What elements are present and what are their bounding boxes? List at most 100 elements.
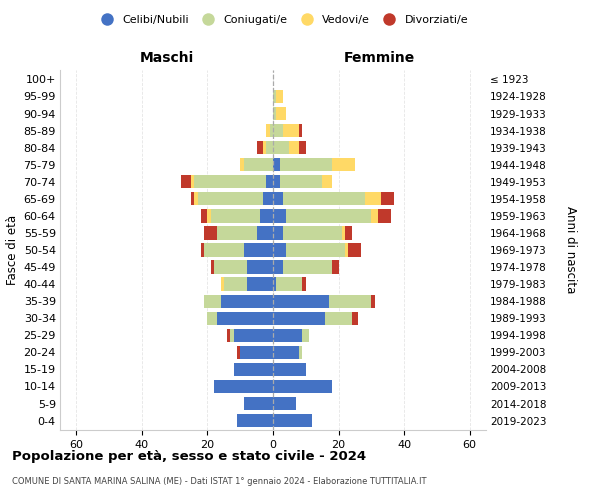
- Bar: [332, 158, 355, 172]
- Bar: [283, 124, 299, 137]
- Bar: [263, 192, 273, 205]
- Bar: [244, 244, 273, 256]
- Bar: [244, 397, 273, 410]
- Bar: [247, 278, 273, 291]
- Bar: [273, 414, 313, 428]
- Bar: [299, 346, 302, 359]
- Text: Femmine: Femmine: [344, 51, 415, 65]
- Bar: [214, 260, 247, 274]
- Bar: [349, 244, 361, 256]
- Y-axis label: Fasce di età: Fasce di età: [6, 215, 19, 285]
- Bar: [273, 226, 283, 239]
- Bar: [302, 328, 309, 342]
- Bar: [276, 278, 302, 291]
- Bar: [201, 209, 208, 222]
- Bar: [371, 209, 378, 222]
- Bar: [276, 107, 286, 120]
- Bar: [273, 124, 283, 137]
- Bar: [221, 294, 273, 308]
- Bar: [286, 209, 371, 222]
- Text: Maschi: Maschi: [139, 51, 194, 65]
- Bar: [204, 294, 221, 308]
- Bar: [211, 260, 214, 274]
- Bar: [273, 328, 302, 342]
- Bar: [266, 175, 273, 188]
- Bar: [273, 380, 332, 393]
- Bar: [204, 244, 244, 256]
- Bar: [299, 141, 306, 154]
- Bar: [273, 346, 299, 359]
- Bar: [352, 312, 358, 325]
- Bar: [273, 192, 283, 205]
- Bar: [286, 244, 345, 256]
- Bar: [263, 141, 266, 154]
- Text: COMUNE DI SANTA MARINA SALINA (ME) - Dati ISTAT 1° gennaio 2024 - Elaborazione T: COMUNE DI SANTA MARINA SALINA (ME) - Dat…: [12, 478, 427, 486]
- Bar: [273, 141, 289, 154]
- Bar: [273, 312, 325, 325]
- Bar: [197, 192, 263, 205]
- Bar: [244, 158, 273, 172]
- Bar: [273, 294, 329, 308]
- Bar: [276, 90, 283, 103]
- Bar: [211, 209, 260, 222]
- Bar: [191, 175, 194, 188]
- Bar: [378, 209, 391, 222]
- Bar: [273, 175, 280, 188]
- Bar: [273, 209, 286, 222]
- Legend: Celibi/Nubili, Coniugati/e, Vedovi/e, Divorziati/e: Celibi/Nubili, Coniugati/e, Vedovi/e, Di…: [91, 10, 473, 29]
- Bar: [273, 158, 280, 172]
- Bar: [270, 124, 273, 137]
- Bar: [233, 328, 273, 342]
- Bar: [273, 107, 276, 120]
- Text: Popolazione per età, sesso e stato civile - 2024: Popolazione per età, sesso e stato civil…: [12, 450, 366, 463]
- Bar: [299, 124, 302, 137]
- Bar: [214, 380, 273, 393]
- Bar: [280, 158, 332, 172]
- Bar: [194, 192, 197, 205]
- Bar: [273, 244, 286, 256]
- Bar: [237, 414, 273, 428]
- Bar: [283, 192, 365, 205]
- Bar: [273, 397, 296, 410]
- Bar: [240, 346, 273, 359]
- Bar: [280, 175, 322, 188]
- Bar: [266, 141, 273, 154]
- Bar: [217, 312, 273, 325]
- Bar: [201, 244, 204, 256]
- Bar: [371, 294, 374, 308]
- Bar: [365, 192, 381, 205]
- Bar: [260, 209, 273, 222]
- Bar: [221, 278, 224, 291]
- Bar: [208, 209, 211, 222]
- Bar: [204, 226, 217, 239]
- Bar: [224, 278, 247, 291]
- Bar: [283, 260, 332, 274]
- Bar: [283, 226, 342, 239]
- Bar: [257, 141, 263, 154]
- Bar: [342, 226, 345, 239]
- Bar: [181, 175, 191, 188]
- Bar: [233, 363, 273, 376]
- Bar: [240, 158, 244, 172]
- Bar: [237, 346, 240, 359]
- Bar: [273, 278, 276, 291]
- Bar: [381, 192, 394, 205]
- Bar: [208, 312, 217, 325]
- Bar: [345, 244, 349, 256]
- Bar: [227, 328, 230, 342]
- Bar: [273, 90, 276, 103]
- Bar: [191, 192, 194, 205]
- Bar: [302, 278, 306, 291]
- Bar: [289, 141, 299, 154]
- Bar: [273, 363, 306, 376]
- Bar: [230, 328, 233, 342]
- Bar: [329, 294, 371, 308]
- Y-axis label: Anni di nascita: Anni di nascita: [563, 206, 577, 294]
- Bar: [332, 260, 338, 274]
- Bar: [247, 260, 273, 274]
- Bar: [257, 226, 273, 239]
- Bar: [325, 312, 352, 325]
- Bar: [217, 226, 257, 239]
- Bar: [266, 124, 270, 137]
- Bar: [322, 175, 332, 188]
